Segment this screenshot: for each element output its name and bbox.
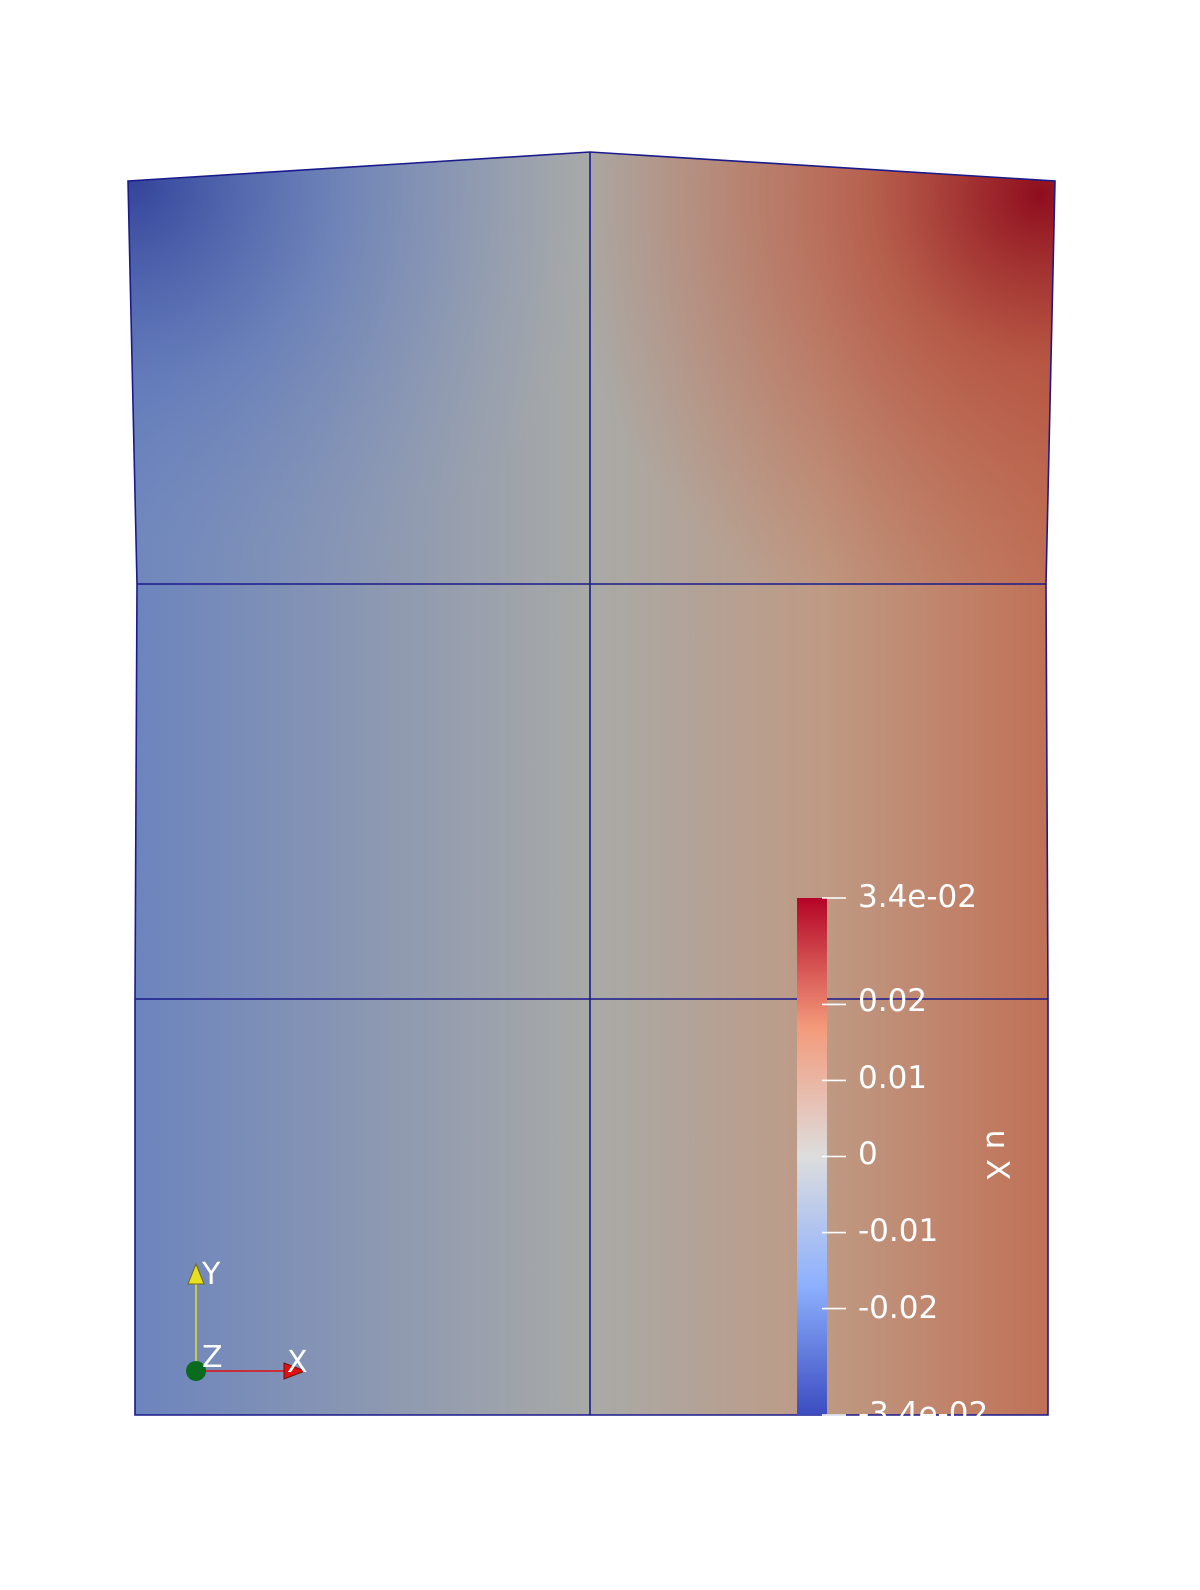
y-axis-arrowhead-icon: [187, 1262, 205, 1285]
orientation-axes[interactable]: Y Z X: [186, 1257, 308, 1381]
scalar-bar-tick-label: -0.01: [858, 1213, 938, 1249]
mesh-outline: [127, 151, 1056, 1416]
scalar-bar-ticks: [822, 897, 846, 1416]
x-axis-arrowhead-icon: [283, 1362, 307, 1380]
mesh-cold-corner: [128, 152, 590, 584]
scalar-bar-max-label: 3.4e-02: [858, 879, 977, 915]
x-axis-label: X: [287, 1345, 308, 1380]
mesh-hot-corner: [590, 152, 1055, 584]
z-axis-label: Z: [202, 1340, 223, 1375]
z-axis-sphere-icon: [186, 1361, 206, 1381]
scalar-bar-tick-label: 0: [858, 1136, 878, 1172]
scalar-bar-min-label: -3.4e-02: [858, 1396, 988, 1432]
scalar-bar-title: u X: [979, 1130, 1015, 1181]
scalar-bar-tick-label: 0.02: [858, 983, 927, 1019]
scalar-bar-tick-label: 0.01: [858, 1060, 927, 1096]
scalar-bar[interactable]: 3.4e-02 0.02 0.01 0 -0.01 -0.02 -3.4e-02…: [797, 879, 1015, 1432]
mesh-edges: [127, 151, 1056, 1416]
y-axis-label: Y: [201, 1257, 221, 1292]
scalar-bar-tick-label: -0.02: [858, 1290, 938, 1326]
